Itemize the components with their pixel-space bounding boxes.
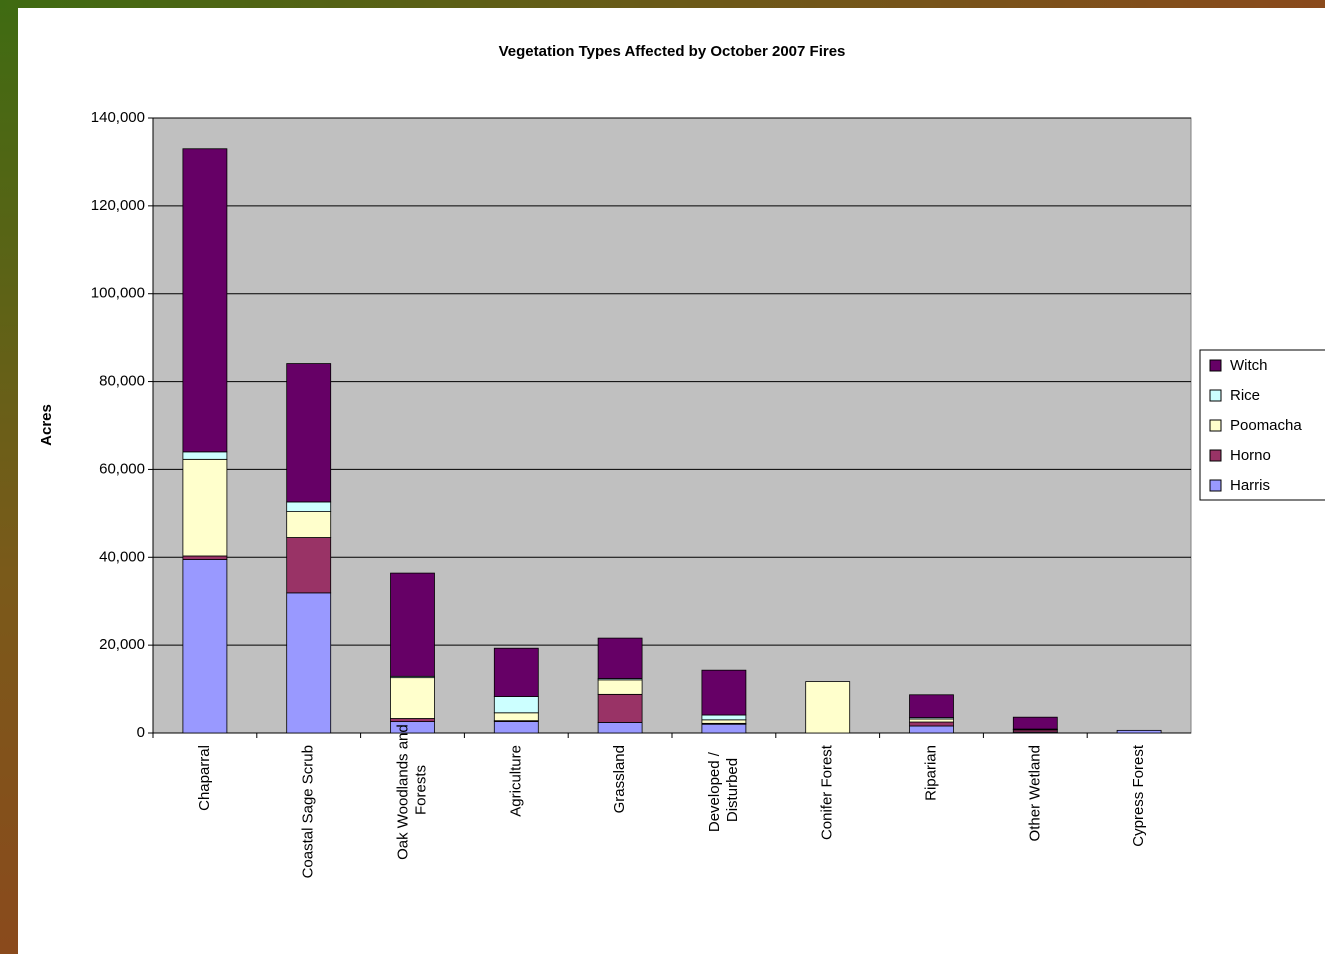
- y-tick-label: 40,000: [99, 548, 145, 565]
- bar-segment: [909, 694, 954, 719]
- y-axis-label: Acres: [38, 404, 55, 446]
- legend-swatch: [1209, 389, 1222, 402]
- bar-segment: [805, 681, 851, 734]
- x-tick-label: Conifer Forest: [819, 744, 836, 840]
- chart-title: Vegetation Types Affected by October 200…: [499, 43, 846, 60]
- x-tick-label: Agriculture: [507, 745, 524, 817]
- y-tick-label: 100,000: [91, 285, 145, 302]
- bar-segment: [390, 572, 435, 677]
- bar-segment: [1116, 729, 1162, 734]
- legend-label: Poomacha: [1230, 417, 1302, 434]
- x-tick-label: Other Wetland: [1026, 745, 1043, 841]
- y-tick-label: 140,000: [91, 109, 145, 126]
- legend-swatch: [1209, 479, 1222, 492]
- bar-segment: [493, 647, 539, 697]
- x-tick-label: Cypress Forest: [1130, 744, 1147, 847]
- bar-segment: [390, 677, 435, 719]
- bar-segment: [493, 696, 539, 714]
- bar-segment: [286, 501, 332, 512]
- bar-segment: [701, 669, 747, 716]
- y-tick-label: 60,000: [99, 460, 145, 477]
- x-tick-label: Chaparral: [196, 745, 213, 811]
- legend-label: Rice: [1230, 387, 1260, 404]
- x-tick-label: Oak Woodlands and Forests: [394, 720, 429, 860]
- bar-segment: [493, 721, 539, 734]
- x-tick-label: Coastal Sage Scrub: [300, 745, 317, 878]
- bar-segment: [909, 725, 954, 734]
- bar-segment: [701, 714, 747, 721]
- x-tick-label: Developed / Disturbed: [706, 748, 741, 832]
- x-tick-label: Riparian: [922, 745, 939, 801]
- bar-segment: [286, 363, 332, 503]
- bar-segment: [1012, 716, 1058, 730]
- legend-label: Harris: [1230, 477, 1270, 494]
- bar-segment: [597, 637, 643, 679]
- bar-segment: [286, 537, 332, 594]
- y-tick-label: 0: [137, 724, 145, 741]
- bar-segment: [182, 148, 228, 453]
- bar-segment: [182, 555, 228, 560]
- legend-label: Horno: [1230, 447, 1271, 464]
- bar-segment: [701, 723, 747, 734]
- bar-segment: [597, 679, 643, 695]
- bar-segment: [909, 721, 954, 727]
- bar-segment: [182, 559, 228, 734]
- bar-segment: [286, 592, 332, 734]
- bar-segment: [701, 719, 747, 724]
- bar-segment: [597, 722, 643, 734]
- bar-segment: [286, 511, 332, 538]
- bar-segment: [182, 451, 228, 460]
- legend-swatch: [1209, 449, 1222, 462]
- border-top: [0, 0, 1325, 8]
- legend-label: Witch: [1230, 357, 1268, 374]
- bar-segment: [597, 693, 643, 723]
- bar-segment: [909, 718, 954, 723]
- y-tick-label: 120,000: [91, 197, 145, 214]
- bar-segment: [493, 712, 539, 722]
- bar-segment: [182, 458, 228, 557]
- legend-swatch: [1209, 419, 1222, 432]
- y-tick-label: 80,000: [99, 373, 145, 390]
- y-tick-label: 20,000: [99, 636, 145, 653]
- x-tick-label: Grassland: [611, 745, 628, 813]
- border-left: [0, 0, 18, 954]
- legend-swatch: [1209, 359, 1222, 372]
